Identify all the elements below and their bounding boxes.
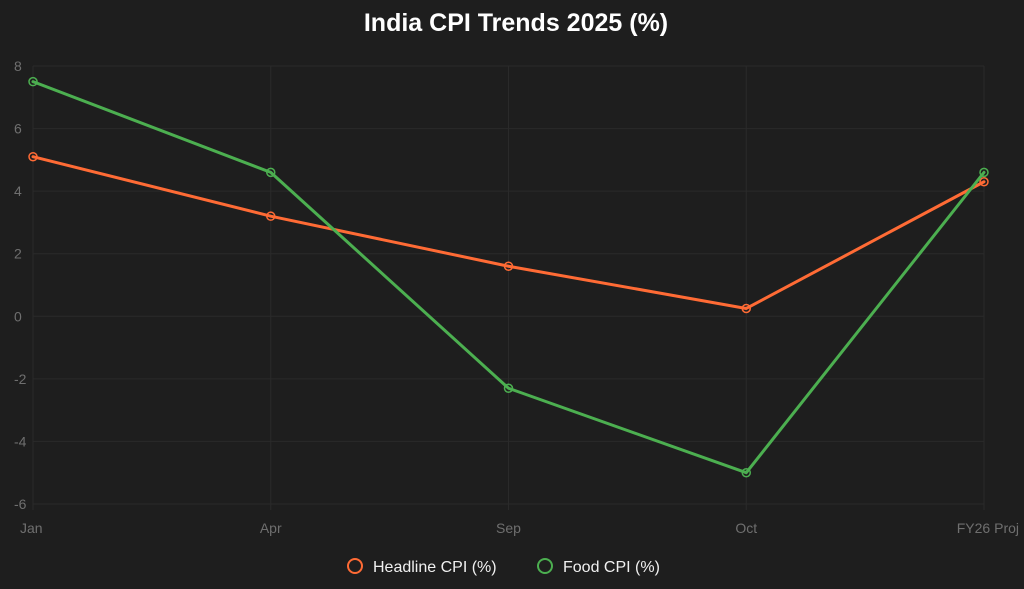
y-tick-label: 6 [14, 121, 22, 137]
data-point[interactable] [28, 76, 38, 87]
y-tick-label: 0 [14, 308, 22, 324]
x-tick-label: Oct [735, 520, 757, 536]
data-point[interactable] [979, 177, 989, 187]
data-point[interactable] [741, 467, 751, 478]
y-tick-label: -2 [14, 371, 27, 387]
y-tick-label: 2 [14, 246, 22, 262]
y-tick-label: 4 [14, 183, 22, 199]
x-tick-label: Sep [496, 520, 521, 536]
data-point[interactable] [503, 261, 514, 271]
axes: 8 6 4 2 0 -2 -4 -6 Jan Apr Sep Oct FY26 Proj [14, 58, 1019, 536]
data-point[interactable] [503, 383, 514, 393]
data-point[interactable] [28, 151, 38, 162]
grid [32, 65, 985, 510]
legend-marker[interactable] [537, 558, 553, 574]
y-tick-label: 8 [14, 58, 22, 74]
y-tick-label: -4 [14, 433, 27, 449]
series [28, 76, 989, 478]
y-tick-label: -6 [14, 496, 27, 512]
series-line-1 [31, 80, 986, 475]
x-tick-label: Apr [260, 520, 282, 536]
x-tick-label: Jan [20, 520, 43, 536]
data-point[interactable] [741, 303, 751, 314]
data-point[interactable] [979, 167, 989, 178]
legend-label[interactable]: Food CPI (%) [563, 559, 660, 576]
legend-label[interactable]: Headline CPI (%) [373, 559, 497, 576]
chart-title: India CPI Trends 2025 (%) [364, 9, 668, 37]
legend: Headline CPI (%) Food CPI (%) [347, 558, 660, 576]
legend-marker[interactable] [347, 558, 363, 574]
data-point[interactable] [266, 167, 276, 178]
series-line-0 [31, 155, 986, 310]
data-point[interactable] [266, 211, 276, 221]
x-tick-label: FY26 Proj [957, 520, 1019, 536]
